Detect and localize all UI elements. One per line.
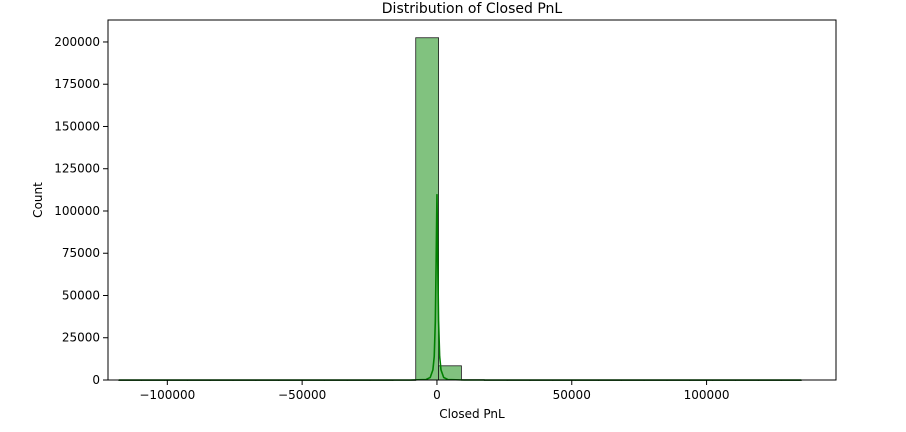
y-tick-label: 125000 xyxy=(54,162,100,176)
y-axis: 0 25000 50000 75000 100000 125000 150000 175000… xyxy=(54,35,108,387)
y-tick-label: 175000 xyxy=(54,77,100,91)
y-tick-label: 0 xyxy=(92,373,100,387)
bars-layer xyxy=(118,37,802,381)
y-axis-label: Count xyxy=(31,182,45,218)
y-tick-label: 200000 xyxy=(54,35,100,49)
y-tick-label: 100000 xyxy=(54,204,100,218)
y-tick-label: 150000 xyxy=(54,119,100,133)
kde-line xyxy=(118,194,802,381)
y-tick-label: 75000 xyxy=(62,246,100,260)
x-tick-label: −50000 xyxy=(278,388,326,402)
x-axis-label: Closed PnL xyxy=(439,407,505,421)
chart-title: Distribution of Closed PnL xyxy=(382,1,563,17)
y-tick-label: 25000 xyxy=(62,331,100,345)
x-tick-label: 50000 xyxy=(553,388,591,402)
x-tick-label: 100000 xyxy=(684,388,730,402)
x-tick-label: 0 xyxy=(433,388,441,402)
plot-frame xyxy=(107,19,837,381)
x-tick-label: −100000 xyxy=(139,388,195,402)
y-tick-label: 50000 xyxy=(62,288,100,302)
x-axis: −100000 −50000 0 50000 100000 xyxy=(139,380,729,402)
